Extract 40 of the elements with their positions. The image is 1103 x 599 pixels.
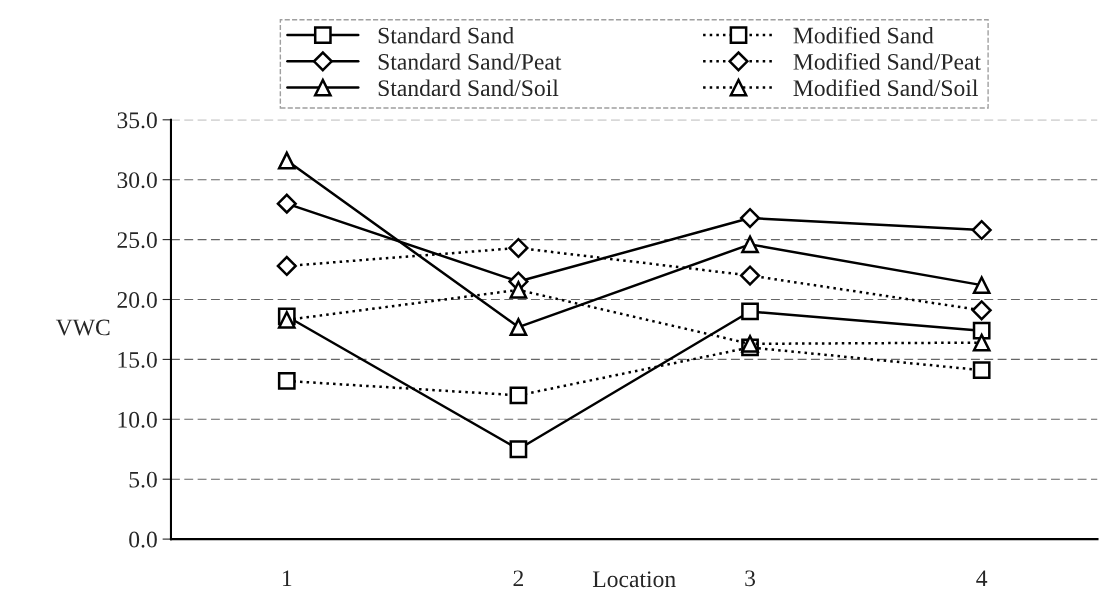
- y-tick-label: 0.0: [129, 531, 157, 548]
- point: [972, 276, 991, 295]
- point: [509, 281, 528, 299]
- legend-label: Modified Sand/Soil: [793, 79, 978, 97]
- legend-label: Modified Sand/Peat: [793, 52, 981, 70]
- point: [972, 321, 991, 340]
- point: [509, 318, 528, 336]
- x-tick-label: 3: [745, 570, 756, 587]
- point: [276, 255, 297, 277]
- y-tick-label: 35.0: [117, 112, 157, 129]
- y-tick-label: 20.0: [117, 291, 157, 309]
- y-tick-label: 25.0: [117, 232, 157, 249]
- point: [971, 219, 992, 241]
- x-tick-label: 2: [513, 570, 524, 587]
- point: [277, 151, 296, 170]
- point: [277, 372, 296, 390]
- point: [741, 302, 759, 321]
- point: [741, 235, 759, 254]
- point: [971, 300, 992, 321]
- point: [509, 440, 528, 459]
- legend-label: Modified Sand: [793, 26, 934, 44]
- point: [972, 333, 991, 352]
- y-axis-title: VWC: [55, 319, 110, 336]
- legend-label: Standard Sand: [378, 26, 514, 44]
- point: [972, 361, 991, 380]
- y-tick-label: 30.0: [117, 172, 157, 189]
- point: [739, 207, 761, 229]
- y-tick-label: 15.0: [118, 351, 157, 368]
- y-tick-label: 5.0: [129, 471, 157, 488]
- point: [509, 386, 528, 405]
- x-tick-label: 4: [976, 570, 988, 587]
- x-axis-title: Location: [592, 571, 676, 588]
- y-tick-label: 10.0: [118, 411, 157, 428]
- legend-label: Standard Sand/Peat: [378, 53, 562, 70]
- point: [741, 334, 759, 353]
- x-tick-label: 1: [282, 570, 292, 587]
- point: [276, 193, 297, 214]
- point: [739, 265, 761, 286]
- legend-label: Standard Sand/Soil: [378, 79, 559, 97]
- point: [508, 237, 529, 259]
